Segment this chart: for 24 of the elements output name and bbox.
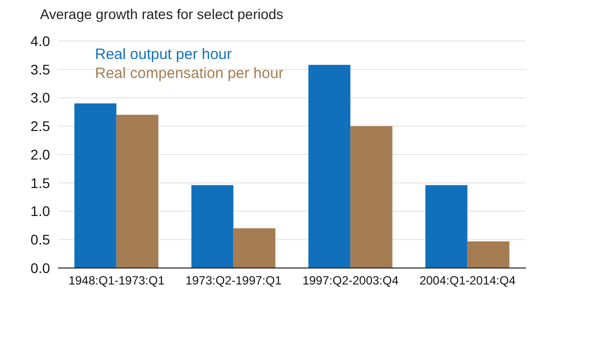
y-tick-label: 2.0 bbox=[30, 146, 50, 162]
x-tick-label: 1997:Q2-2003:Q4 bbox=[302, 274, 399, 288]
chart-title: Average growth rates for select periods bbox=[40, 6, 284, 22]
bar bbox=[425, 185, 468, 268]
text: Real output per hour bbox=[95, 45, 233, 64]
x-tick-label: 1948:Q1-1973:Q1 bbox=[68, 274, 165, 288]
text: Real compensation per hour bbox=[95, 64, 284, 83]
y-tick-label: 0.0 bbox=[30, 260, 50, 276]
bar bbox=[233, 228, 276, 268]
y-tick-label: 4.0 bbox=[30, 32, 50, 49]
y-tick-label: 3.5 bbox=[30, 61, 50, 78]
y-tick-label: 3.0 bbox=[30, 90, 50, 106]
bar bbox=[116, 114, 158, 268]
bar bbox=[191, 185, 234, 268]
y-tick-label: 1.5 bbox=[30, 174, 50, 191]
bar bbox=[467, 241, 510, 268]
y-tick-label: 2.5 bbox=[30, 118, 50, 134]
bar bbox=[350, 126, 392, 268]
bar bbox=[74, 103, 116, 268]
y-tick-label: 0.5 bbox=[30, 232, 50, 248]
bar bbox=[308, 64, 350, 268]
x-tick-label: 2004:Q1-2014:Q4 bbox=[419, 274, 516, 288]
x-tick-label: 1973:Q2-1997:Q1 bbox=[185, 274, 282, 288]
y-tick-label: 1.0 bbox=[30, 203, 50, 220]
